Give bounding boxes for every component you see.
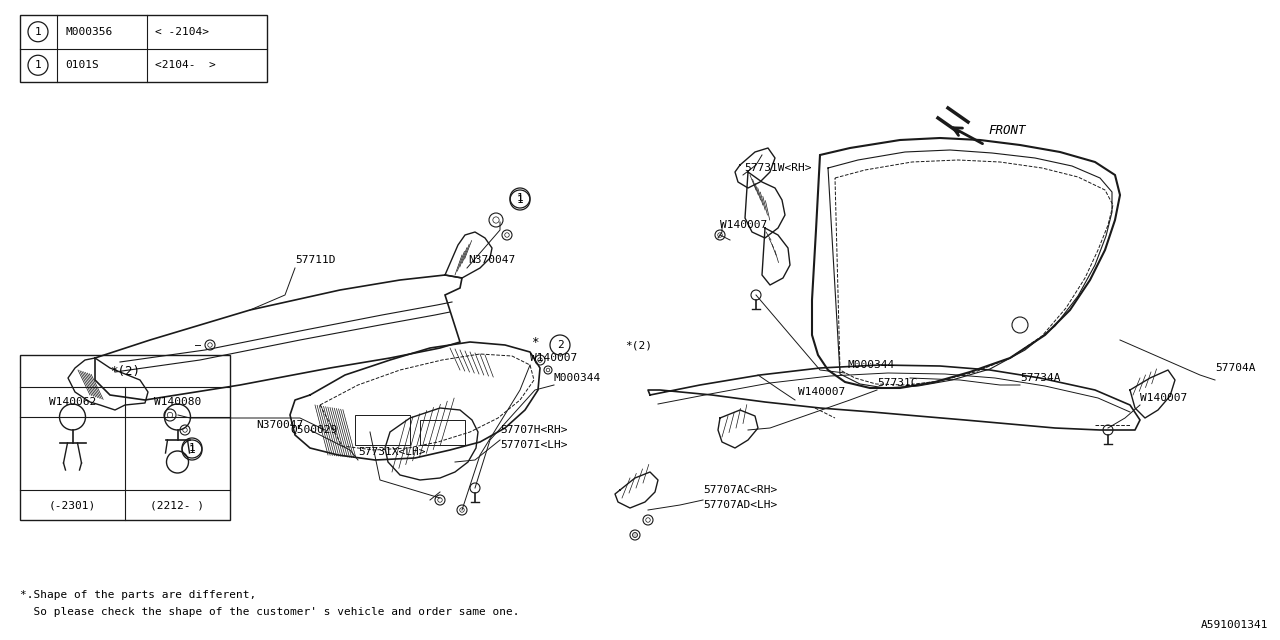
Text: M000344: M000344	[554, 373, 602, 383]
Text: 57731X<LH>: 57731X<LH>	[358, 447, 425, 457]
Text: 1: 1	[35, 60, 41, 70]
Text: 1: 1	[188, 443, 196, 453]
Text: 57707AD<LH>: 57707AD<LH>	[703, 500, 777, 510]
Text: 57711D: 57711D	[294, 255, 335, 265]
Text: N370047: N370047	[256, 420, 303, 430]
Bar	[355, 415, 410, 445]
Bar	[20, 355, 230, 520]
Text: W140062: W140062	[49, 397, 96, 407]
Text: 57734A: 57734A	[1020, 373, 1061, 383]
Text: 57707AC<RH>: 57707AC<RH>	[703, 485, 777, 495]
Text: *: *	[531, 335, 539, 349]
Text: So please check the shape of the customer' s vehicle and order same one.: So please check the shape of the custome…	[20, 607, 520, 617]
Text: 1: 1	[517, 195, 524, 205]
Text: W140007: W140007	[530, 353, 577, 363]
Text: (-2301): (-2301)	[49, 500, 96, 510]
Text: *(2): *(2)	[110, 365, 140, 378]
Text: < -2104>: < -2104>	[155, 27, 209, 36]
Text: Q500029: Q500029	[291, 425, 337, 435]
Text: 57731W<RH>: 57731W<RH>	[744, 163, 812, 173]
Text: W140007: W140007	[1140, 393, 1188, 403]
Text: W140080: W140080	[154, 397, 201, 407]
Text: N370047: N370047	[468, 255, 516, 265]
Text: 1: 1	[188, 445, 196, 455]
Text: 57704A: 57704A	[1215, 363, 1256, 373]
Text: 57731C: 57731C	[877, 378, 918, 388]
Text: 1: 1	[517, 193, 524, 203]
Text: (2212- ): (2212- )	[151, 500, 205, 510]
Text: *.Shape of the parts are different,: *.Shape of the parts are different,	[20, 590, 256, 600]
Text: 57707H<RH>: 57707H<RH>	[500, 425, 567, 435]
Text: *(2): *(2)	[625, 340, 652, 350]
Bar	[420, 420, 465, 445]
Text: 0101S: 0101S	[65, 60, 99, 70]
Text: W140007: W140007	[797, 387, 845, 397]
Text: 2: 2	[557, 340, 563, 350]
Text: M000344: M000344	[849, 360, 895, 370]
Text: W140007: W140007	[719, 220, 767, 230]
Text: FRONT: FRONT	[988, 124, 1025, 136]
Text: 1: 1	[35, 27, 41, 36]
Text: 57707I<LH>: 57707I<LH>	[500, 440, 567, 450]
Text: M000356: M000356	[65, 27, 113, 36]
Text: A591001341: A591001341	[1201, 620, 1268, 630]
Bar	[20, 15, 268, 82]
Text: <2104-  >: <2104- >	[155, 60, 216, 70]
Circle shape	[632, 532, 637, 538]
